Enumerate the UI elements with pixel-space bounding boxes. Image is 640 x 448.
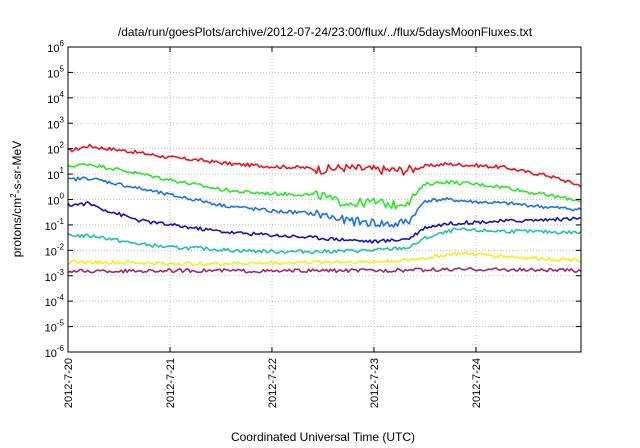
series-line-1 <box>67 143 582 188</box>
y-tick-label: 10-6 <box>45 344 65 360</box>
grid-lines <box>68 47 581 352</box>
y-tick-label: 100 <box>47 192 64 208</box>
x-tick-label: 2012-7-20 <box>63 358 75 408</box>
y-tick-label: 10-1 <box>45 217 65 233</box>
y-tick-label: 102 <box>47 141 64 157</box>
plot-area-frame <box>67 46 582 353</box>
y-axis-label: protons/cm2-s-sr-MeV <box>9 141 24 257</box>
y-tick-label: 10-4 <box>45 293 65 309</box>
y-tick-label: 103 <box>47 115 64 131</box>
series-group <box>67 143 582 274</box>
series-line-2 <box>67 162 582 210</box>
series-line-7 <box>67 266 582 274</box>
x-tick-label: 2012-7-22 <box>267 358 279 408</box>
y-axis-label-tail: -s-sr-MeV <box>10 141 24 194</box>
series-line-6 <box>67 251 581 267</box>
chart-title: /data/run/goesPlots/archive/2012-07-24/2… <box>118 25 533 39</box>
y-tick-label: 101 <box>47 166 64 182</box>
x-axis-label: Coordinated Universal Time (UTC) <box>231 430 415 444</box>
series-line-4 <box>67 201 582 244</box>
y-tick-label: 10-3 <box>45 268 65 284</box>
y-tick-label: 106 <box>47 39 64 55</box>
y-tick-label: 104 <box>47 90 64 106</box>
series-line-3 <box>67 176 582 228</box>
y-tick-label: 10-2 <box>45 242 65 258</box>
x-axis: 2012-7-20 2012-7-21 2012-7-22 2012-7-23 2012… <box>63 47 483 408</box>
y-axis-label-main: protons/cm <box>10 198 24 257</box>
y-axis: 10-6 10-5 10-4 10-3 10-2 10-1 100 101 102 103 104 1… <box>45 39 581 360</box>
y-tick-label: 105 <box>47 64 64 80</box>
x-tick-label: 2012-7-24 <box>471 358 483 408</box>
series-line-5 <box>67 227 582 254</box>
y-tick-label: 10-5 <box>45 319 65 335</box>
x-tick-label: 2012-7-21 <box>165 358 177 408</box>
y-axis-label-sup: 2 <box>9 193 18 198</box>
x-tick-label: 2012-7-23 <box>369 358 381 408</box>
